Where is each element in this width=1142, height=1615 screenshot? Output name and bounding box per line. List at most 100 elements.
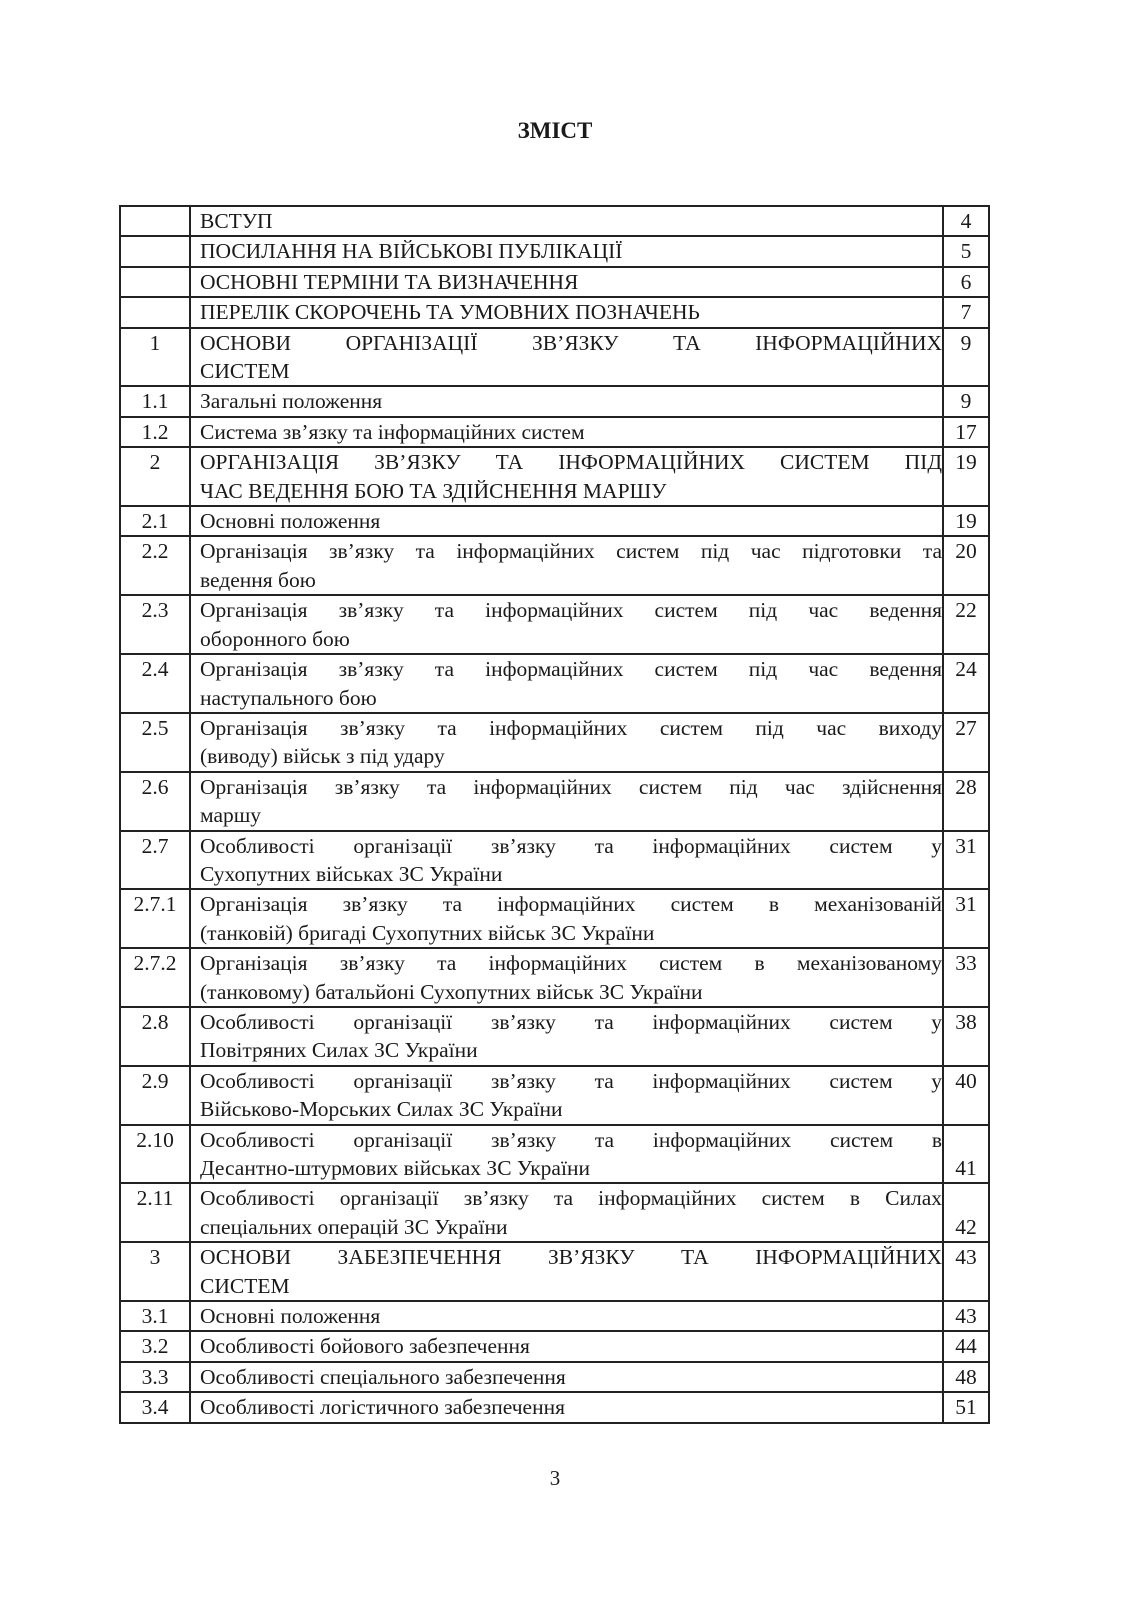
- toc-section-number: 2.3: [119, 594, 191, 656]
- toc-row: 2.1 Основні положення 19: [119, 505, 990, 538]
- toc-section-number: 1.1: [119, 385, 191, 418]
- toc-title-line: оборонного бою: [200, 626, 350, 651]
- toc-title-line: Особливості логістичного забезпечення: [200, 1395, 565, 1420]
- toc-section-number: 2.7.1: [119, 888, 191, 950]
- toc-section-title: Особливості організації зв’язку та інфор…: [189, 829, 944, 891]
- toc-title-line: ОСНОВНІ ТЕРМІНИ ТА ВИЗНАЧЕННЯ: [200, 269, 579, 294]
- toc-page-number: 44: [942, 1330, 990, 1363]
- toc-title-line: Загальні положення: [200, 389, 383, 414]
- toc-section-number: 3.4: [119, 1391, 191, 1424]
- toc-section-number: 2.8: [119, 1005, 191, 1067]
- toc-page-number: 48: [942, 1360, 990, 1394]
- toc-title-line: Особливості організації зв’язку та інфор…: [200, 1186, 942, 1211]
- toc-page-number: 6: [942, 265, 990, 299]
- toc-page-number: 4: [942, 204, 990, 238]
- toc-section-number: 2.1: [119, 505, 191, 538]
- toc-row: 2.10 Особливості організації зв’язку та і…: [119, 1123, 990, 1185]
- toc-row: 2.9 Особливості організації зв’язку та ін…: [119, 1064, 990, 1126]
- toc-row: 2.3 Організація зв’язку та інформаційних …: [119, 594, 990, 656]
- toc-title-line: Особливості організації зв’язку та інфор…: [200, 833, 942, 858]
- toc-title-line: Десантно-штурмових військах ЗС України: [200, 1156, 590, 1180]
- toc-page-number: 5: [942, 235, 990, 268]
- toc-section-title: Організація зв’язку та інформаційних сис…: [189, 770, 944, 832]
- toc-title-line: СИСТЕМ: [200, 1273, 290, 1298]
- toc-section-number: 2.11: [119, 1182, 191, 1244]
- toc-section-title: Особливості організації зв’язку та інфор…: [189, 1064, 944, 1126]
- toc-section-title: Особливості організації зв’язку та інфор…: [189, 1182, 944, 1244]
- toc-section-number: 2.2: [119, 535, 191, 597]
- toc-title-line: ПЕРЕЛІК СКОРОЧЕНЬ ТА УМОВНИХ ПОЗНАЧЕНЬ: [200, 300, 700, 325]
- toc-title-line: Особливості організації зв’язку та інфор…: [200, 1127, 942, 1152]
- toc-section-title: Організація зв’язку та інформаційних сис…: [189, 535, 944, 597]
- toc-section-title: ОСНОВИ ЗАБЕЗПЕЧЕННЯ ЗВ’ЯЗКУ ТА ІНФОРМАЦІ…: [189, 1241, 944, 1303]
- toc-title-line: Особливості бойового забезпечення: [200, 1334, 530, 1359]
- toc-section-title: Особливості організації зв’язку та інфор…: [189, 1005, 944, 1067]
- toc-row: ПЕРЕЛІК СКОРОЧЕНЬ ТА УМОВНИХ ПОЗНАЧЕНЬ 7: [119, 296, 990, 329]
- toc-title-line: ОСНОВИ ЗАБЕЗПЕЧЕННЯ ЗВ’ЯЗКУ ТА ІНФОРМАЦІ…: [200, 1245, 942, 1270]
- toc-title-line: ПОСИЛАННЯ НА ВІЙСЬКОВІ ПУБЛІКАЦІЇ: [200, 239, 623, 264]
- toc-title-line: Організація зв’язку та інформаційних сис…: [200, 774, 942, 799]
- toc-row: 3.3 Особливості спеціального забезпечення…: [119, 1360, 990, 1394]
- toc-page-number: 43: [942, 1300, 990, 1333]
- toc-row: 1.2 Система зв’язку та інформаційних сист…: [119, 415, 990, 449]
- toc-page-number: 20: [942, 535, 990, 597]
- toc-section-number: 2.7: [119, 829, 191, 891]
- toc-row: 2.11 Особливості організації зв’язку та і…: [119, 1182, 990, 1244]
- toc-page-number: 41: [942, 1123, 990, 1185]
- toc-title-line: ОРГАНІЗАЦІЯ ЗВ’ЯЗКУ ТА ІНФОРМАЦІЙНИХ СИС…: [200, 450, 942, 475]
- toc-section-title: Особливості організації зв’язку та інфор…: [189, 1123, 944, 1185]
- toc-section-title: Основні положення: [189, 1300, 944, 1333]
- toc-section-number: 1.2: [119, 415, 191, 449]
- toc-title-line: Повітряних Силах ЗС України: [200, 1038, 478, 1063]
- toc-title-line: (виводу) військ з під удару: [200, 744, 445, 769]
- toc-page-number: 19: [942, 505, 990, 538]
- toc-section-number: 2.7.2: [119, 947, 191, 1008]
- toc-row: 2.5 Організація зв’язку та інформаційних …: [119, 711, 990, 773]
- table-of-contents: ВСТУП 4 ПОСИЛАННЯ НА ВІЙСЬКОВІ ПУБЛІКАЦІЇ 5…: [119, 204, 990, 1424]
- toc-title-line: Організація зв’язку та інформаційних сис…: [200, 598, 942, 623]
- toc-section-number: [119, 204, 191, 238]
- toc-page-number: 38: [942, 1005, 990, 1067]
- toc-page-number: 17: [942, 415, 990, 449]
- toc-row: 2.7 Особливості організації зв’язку та ін…: [119, 829, 990, 891]
- toc-title-line: Організація зв’язку та інформаційних сис…: [200, 657, 942, 682]
- toc-row: 2.2 Організація зв’язку та інформаційних …: [119, 535, 990, 597]
- toc-row: 2.7.2 Організація зв’язку та інформаційни…: [119, 947, 990, 1008]
- toc-title-line: Організація зв’язку та інформаційних сис…: [200, 892, 942, 917]
- toc-title-line: Основні положення: [200, 509, 381, 534]
- toc-section-number: 3.3: [119, 1360, 191, 1394]
- page-number: 3: [549, 1466, 561, 1490]
- toc-section-title: ОРГАНІЗАЦІЯ ЗВ’ЯЗКУ ТА ІНФОРМАЦІЙНИХ СИС…: [189, 446, 944, 508]
- toc-page-number: 31: [942, 829, 990, 891]
- toc-section-number: 2.10: [119, 1123, 191, 1185]
- toc-row: 2.6 Організація зв’язку та інформаційних …: [119, 770, 990, 832]
- toc-page-number: 9: [942, 326, 990, 388]
- page-title: ЗМІСТ: [517, 118, 593, 143]
- toc-section-number: 2.5: [119, 711, 191, 773]
- toc-section-number: [119, 296, 191, 329]
- toc-page-number: 40: [942, 1064, 990, 1126]
- toc-row: 2 ОРГАНІЗАЦІЯ ЗВ’ЯЗКУ ТА ІНФОРМАЦІЙНИХ СИ…: [119, 446, 990, 508]
- toc-row: 3.1 Основні положення 43: [119, 1300, 990, 1333]
- toc-page-number: 19: [942, 446, 990, 508]
- toc-title-line: ЧАС ВЕДЕННЯ БОЮ ТА ЗДІЙСНЕННЯ МАРШУ: [200, 478, 667, 503]
- toc-title-line: Організація зв’язку та інформаційних сис…: [200, 715, 942, 740]
- toc-title-line: Організація зв’язку та інформаційних сис…: [200, 951, 942, 976]
- toc-page-number: 28: [942, 770, 990, 832]
- toc-row: 3.4 Особливості логістичного забезпечення…: [119, 1391, 990, 1424]
- toc-page-number: 42: [942, 1182, 990, 1244]
- toc-page-number: 31: [942, 888, 990, 950]
- toc-section-title: Загальні положення: [189, 385, 944, 418]
- toc-page-number: 22: [942, 594, 990, 656]
- toc-row: ОСНОВНІ ТЕРМІНИ ТА ВИЗНАЧЕННЯ 6: [119, 265, 990, 299]
- toc-title-line: Військово-Морських Силах ЗС України: [200, 1097, 563, 1122]
- toc-page-number: 27: [942, 711, 990, 773]
- toc-title-line: Організація зв’язку та інформаційних сис…: [200, 539, 942, 564]
- toc-section-title: ОСНОВИ ОРГАНІЗАЦІЇ ЗВ’ЯЗКУ ТА ІНФОРМАЦІЙ…: [189, 326, 944, 388]
- toc-row: 2.4 Організація зв’язку та інформаційних …: [119, 653, 990, 714]
- toc-section-title: Організація зв’язку та інформаційних сис…: [189, 711, 944, 773]
- toc-section-number: [119, 265, 191, 299]
- toc-title-line: ОСНОВИ ОРГАНІЗАЦІЇ ЗВ’ЯЗКУ ТА ІНФОРМАЦІЙ…: [200, 330, 942, 355]
- toc-section-number: 3.2: [119, 1330, 191, 1363]
- toc-row: 2.7.1 Організація зв’язку та інформаційни…: [119, 888, 990, 950]
